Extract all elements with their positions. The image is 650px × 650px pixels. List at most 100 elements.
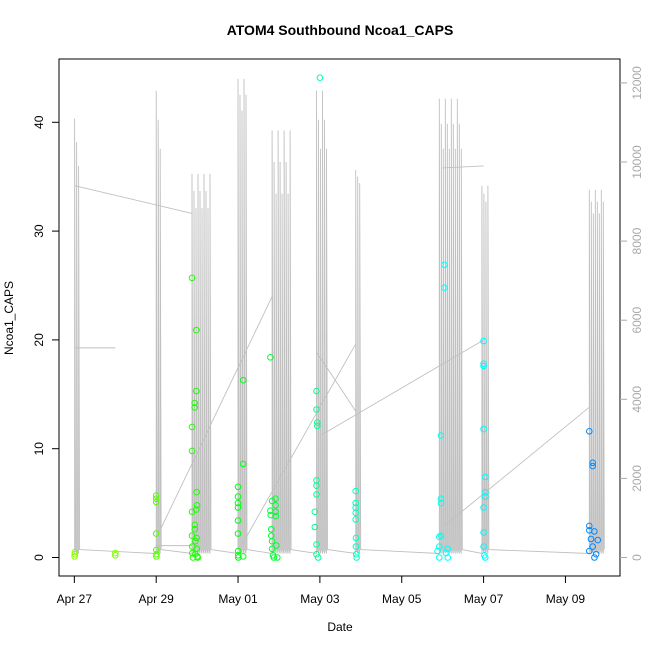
data-point: [480, 362, 487, 370]
data-point: [234, 517, 242, 524]
x-tick-label: Apr 27: [57, 592, 93, 606]
data-point: [314, 422, 321, 430]
data-point: [313, 482, 320, 490]
data-point: [591, 554, 598, 561]
x-axis-label: Date: [327, 620, 353, 634]
data-point: [436, 543, 443, 550]
y2-tick-label: 12000: [630, 66, 644, 100]
secondary-connector: [241, 343, 357, 546]
points-layer: [71, 74, 602, 561]
data-point: [436, 554, 443, 561]
data-point: [313, 491, 320, 498]
data-point: [480, 360, 487, 368]
data-point: [444, 554, 452, 561]
data-point: [313, 550, 320, 558]
data-point: [352, 534, 360, 542]
y2-tick-label: 4000: [630, 386, 644, 413]
y-tick-label: 10: [32, 442, 46, 456]
data-point: [152, 495, 160, 503]
data-point: [191, 399, 198, 407]
data-point: [152, 530, 160, 537]
data-point: [193, 502, 201, 509]
data-point: [482, 488, 489, 496]
x-tick-label: May 01: [218, 592, 258, 606]
data-point: [587, 535, 595, 543]
data-point: [353, 550, 360, 558]
data-point: [482, 473, 489, 481]
y2-tick-label: 10000: [630, 145, 644, 179]
y2-tick-label: 0: [630, 554, 644, 561]
y-tick-label: 30: [32, 224, 46, 238]
data-point: [234, 499, 242, 507]
data-point: [437, 499, 445, 507]
data-point: [586, 522, 593, 530]
data-point: [71, 548, 79, 556]
secondary-connector: [156, 296, 273, 538]
y2-tick-label: 6000: [630, 307, 644, 334]
data-point: [442, 549, 450, 557]
x-tick-label: May 07: [464, 592, 504, 606]
y-axis: 0 10 20 30 40: [32, 115, 59, 561]
data-point: [589, 462, 597, 470]
data-point: [352, 516, 360, 523]
data-point: [273, 542, 280, 549]
data-point: [268, 545, 276, 553]
data-point: [434, 547, 441, 555]
data-point: [352, 543, 360, 550]
data-point: [589, 543, 597, 550]
data-point: [314, 419, 321, 426]
data-point: [234, 530, 242, 537]
data-point: [189, 549, 196, 557]
data-point: [592, 550, 600, 558]
data-point: [480, 504, 487, 511]
y2-axis: 0 2000 4000 6000 8000 10000 12000: [620, 66, 644, 561]
data-point: [194, 554, 201, 561]
data-point: [112, 549, 119, 557]
data-point: [188, 274, 196, 282]
data-point: [313, 406, 320, 413]
data-point: [441, 261, 448, 269]
x-tick-label: Apr 29: [139, 592, 175, 606]
data-point: [191, 525, 199, 533]
data-point: [234, 493, 242, 500]
data-point: [71, 550, 79, 558]
data-point: [193, 488, 200, 496]
data-point: [353, 554, 360, 561]
data-point: [594, 536, 602, 544]
data-point: [352, 499, 360, 507]
data-point: [193, 545, 201, 553]
data-point: [71, 553, 78, 560]
secondary-connector: [321, 339, 484, 436]
data-point: [272, 502, 279, 509]
data-point: [270, 554, 278, 561]
y-tick-label: 0: [32, 554, 46, 561]
data-point: [591, 528, 598, 535]
y-axis-label: Ncoa1_CAPS: [2, 281, 16, 355]
data-point: [193, 387, 200, 395]
x-axis: Apr 27 Apr 29 May 01 May 03 May 05 May 07 May …: [57, 575, 585, 606]
data-point: [234, 547, 242, 555]
data-point: [441, 284, 448, 292]
data-point: [112, 552, 119, 559]
data-point: [314, 554, 322, 561]
data-point: [589, 459, 597, 467]
data-point: [313, 387, 320, 395]
data-point: [234, 504, 242, 511]
data-point: [153, 553, 160, 560]
data-point: [586, 428, 593, 435]
data-point: [480, 529, 487, 536]
data-point: [352, 509, 360, 517]
data-point: [239, 553, 247, 560]
data-point: [191, 521, 199, 529]
secondary-connector: [444, 406, 590, 527]
data-point: [272, 512, 280, 520]
data-point: [480, 543, 487, 550]
data-point: [267, 354, 274, 361]
data-point: [193, 326, 200, 334]
x-tick-label: May 03: [300, 592, 340, 606]
data-point: [482, 554, 489, 561]
data-point: [152, 492, 160, 499]
data-point: [153, 550, 160, 558]
data-point: [311, 508, 319, 516]
